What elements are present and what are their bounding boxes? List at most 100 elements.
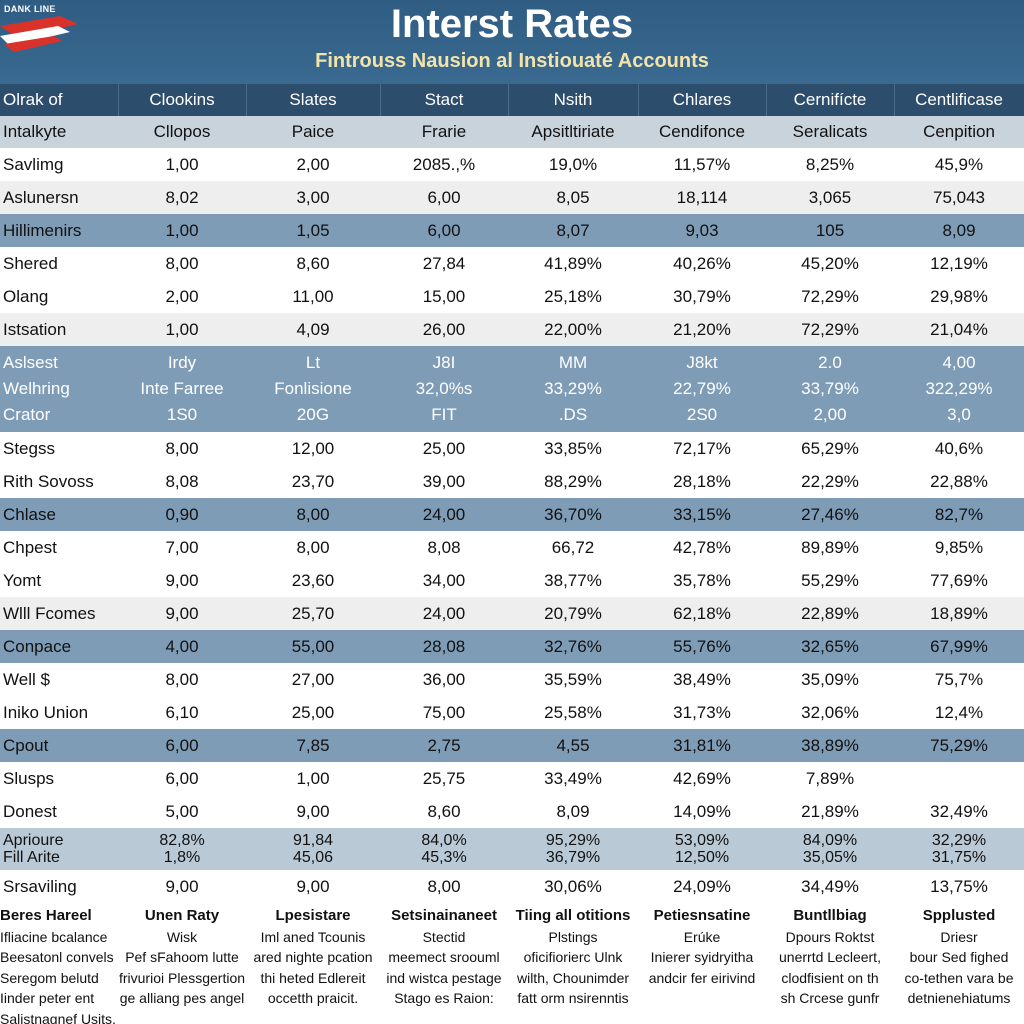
footer-text: Plstings xyxy=(548,928,598,945)
rate-cell: 8,08 xyxy=(118,465,246,498)
rate-cell: 3,065 xyxy=(766,181,894,214)
footer-text: Salistnagnef Usits, the veldeer. xyxy=(0,1010,118,1024)
group-cell-line: 20G xyxy=(296,405,330,424)
rate-cell: 2085.,% xyxy=(380,148,508,181)
rate-cell: 36,00 xyxy=(380,663,508,696)
footer-heading: Setsinainaneet xyxy=(391,907,497,924)
rate-cell: 39,00 xyxy=(380,465,508,498)
rate-cell: 24,00 xyxy=(380,597,508,630)
rate-cell: 62,18% xyxy=(638,597,766,630)
group-cell: Aprioure Fill Arite xyxy=(0,828,118,870)
institution-name: Well $ xyxy=(0,663,118,696)
group-cell-line: 4,00 xyxy=(942,353,976,372)
footer-heading: Beres Hareel xyxy=(0,907,92,924)
rate-cell: 21,20% xyxy=(638,313,766,346)
rate-cell: 82,7% xyxy=(894,498,1024,531)
rate-cell: 8,00 xyxy=(118,663,246,696)
rate-cell: 105 xyxy=(766,214,894,247)
rate-cell: 1,00 xyxy=(118,214,246,247)
rate-cell: 33,15% xyxy=(638,498,766,531)
rate-cell: 14,09% xyxy=(638,795,766,828)
rate-cell: 9,00 xyxy=(246,795,380,828)
institution-name: Savlimg xyxy=(0,148,118,181)
rate-cell: 32,06% xyxy=(766,696,894,729)
group-cell: 91,84 45,06 xyxy=(246,828,380,870)
rate-cell: 9,00 xyxy=(118,564,246,597)
rate-cell: 32,76% xyxy=(508,630,638,663)
rate-cell: 32,49% xyxy=(894,795,1024,828)
column-header: Chlares xyxy=(638,84,767,116)
rate-cell: 6,00 xyxy=(380,181,508,214)
rate-cell: 22,88% xyxy=(894,465,1024,498)
table-row: Srsaviling 9,00 9,00 8,00 30,06% 24,09% 34,49%… xyxy=(0,870,1024,903)
footer-column: Lpesistare Iml aned Tcounis ared nighte pc… xyxy=(246,904,380,1024)
rate-cell: 45,9% xyxy=(894,148,1024,181)
rate-cell: 32,65% xyxy=(766,630,894,663)
rate-cell: 8,09 xyxy=(508,795,638,828)
rate-cell: 8,05 xyxy=(508,181,638,214)
group-cell-line: Inte Farree xyxy=(140,379,224,398)
table-row: Chlase 0,90 8,00 24,00 36,70% 33,15% 27,46% 82,… xyxy=(0,498,1024,531)
rate-cell: 11,00 xyxy=(246,280,380,313)
rate-cell: 18,89% xyxy=(894,597,1024,630)
group-cell-line: Welhring xyxy=(3,379,70,398)
group-cell-line: 36,79% xyxy=(545,849,601,866)
group-cell-line: Fonlisione xyxy=(274,379,352,398)
logo-text: DANK LINE xyxy=(4,4,56,14)
header-banner: DANK LINE Interst Rates Fintrouss Nausio… xyxy=(0,0,1024,84)
group-cell-line: 45,06 xyxy=(292,849,334,866)
rate-cell: 72,17% xyxy=(638,432,766,465)
rate-cell: 12,00 xyxy=(246,432,380,465)
group-cell-line: 84,0% xyxy=(421,832,467,849)
footer-heading: Buntllbiag xyxy=(793,907,867,924)
rate-cell: 9,00 xyxy=(118,870,246,903)
rate-cell: 25,58% xyxy=(508,696,638,729)
table-row: Cpout 6,00 7,85 2,75 4,55 31,81% 38,89% 75,29% xyxy=(0,729,1024,762)
group-cell: MM 33,29% .DS xyxy=(508,346,638,432)
rate-cell: 21,04% xyxy=(894,313,1024,346)
institution-name: Donest xyxy=(0,795,118,828)
table-row: Well $8,00 27,00 36,00 35,59% 38,49% 35,09% 75… xyxy=(0,663,1024,696)
rate-cell: 35,78% xyxy=(638,564,766,597)
rate-cell: 8,60 xyxy=(246,247,380,280)
footer-text: Stago es Raion: xyxy=(394,990,494,1006)
group-cell-line: Fill Arite xyxy=(3,849,60,866)
institution-name: Hillimenirs xyxy=(0,214,118,247)
column-subheader: Apsitltiriate xyxy=(508,116,638,148)
group-cell-line: 33,29% xyxy=(544,379,602,398)
table-row: Istsation 1,00 4,09 26,00 22,00% 21,20% 72,29%… xyxy=(0,313,1024,346)
column-header: Centlificase xyxy=(894,84,1024,116)
institution-name: Yomt xyxy=(0,564,118,597)
table-row: Stegss 8,00 12,00 25,00 33,85% 72,17% 65,29% 40… xyxy=(0,432,1024,465)
table-row: Iniko Union 6,10 25,00 75,00 25,58% 31,73% 32,… xyxy=(0,696,1024,729)
rate-cell: 8,08 xyxy=(380,531,508,564)
institution-name: Conpace xyxy=(0,630,118,663)
table-row: Shered 8,00 8,60 27,84 41,89% 40,26% 45,20% 12,… xyxy=(0,247,1024,280)
footer-text: Erúke xyxy=(683,928,721,945)
footer-text: Iinder peter ent xyxy=(0,990,95,1006)
column-subheader: Cendifonce xyxy=(638,116,766,148)
rate-cell: 9,03 xyxy=(638,214,766,247)
rate-cell: 27,46% xyxy=(766,498,894,531)
table-row: Yomt 9,00 23,60 34,00 38,77% 35,78% 55,29% 77,6… xyxy=(0,564,1024,597)
rate-cell: 75,7% xyxy=(894,663,1024,696)
rate-cell: 26,00 xyxy=(380,313,508,346)
footer-column: Petiesnsatine Erúke Inierer syidryitha andc… xyxy=(638,904,766,1024)
rate-cell: 29,98% xyxy=(894,280,1024,313)
rate-cell: 36,70% xyxy=(508,498,638,531)
institution-name: Wlll Fcomes xyxy=(0,597,118,630)
footer-text: occetth praicit. xyxy=(267,990,359,1006)
footer-text: co-tethen vara be xyxy=(904,969,1014,986)
rate-cell: 1,00 xyxy=(246,762,380,795)
rate-cell: 1,05 xyxy=(246,214,380,247)
group-cell-line: 84,09% xyxy=(802,832,858,849)
bank-logo-icon xyxy=(0,16,78,52)
rate-cell: 75,043 xyxy=(894,181,1024,214)
rate-cell: 72,29% xyxy=(766,280,894,313)
rate-cell: 30,06% xyxy=(508,870,638,903)
rate-cell: 7,89% xyxy=(766,762,894,795)
rate-cell: 28,18% xyxy=(638,465,766,498)
rate-cell: 3,00 xyxy=(246,181,380,214)
rate-cell: 89,89% xyxy=(766,531,894,564)
group-cell-line: 82,8% xyxy=(159,832,205,849)
